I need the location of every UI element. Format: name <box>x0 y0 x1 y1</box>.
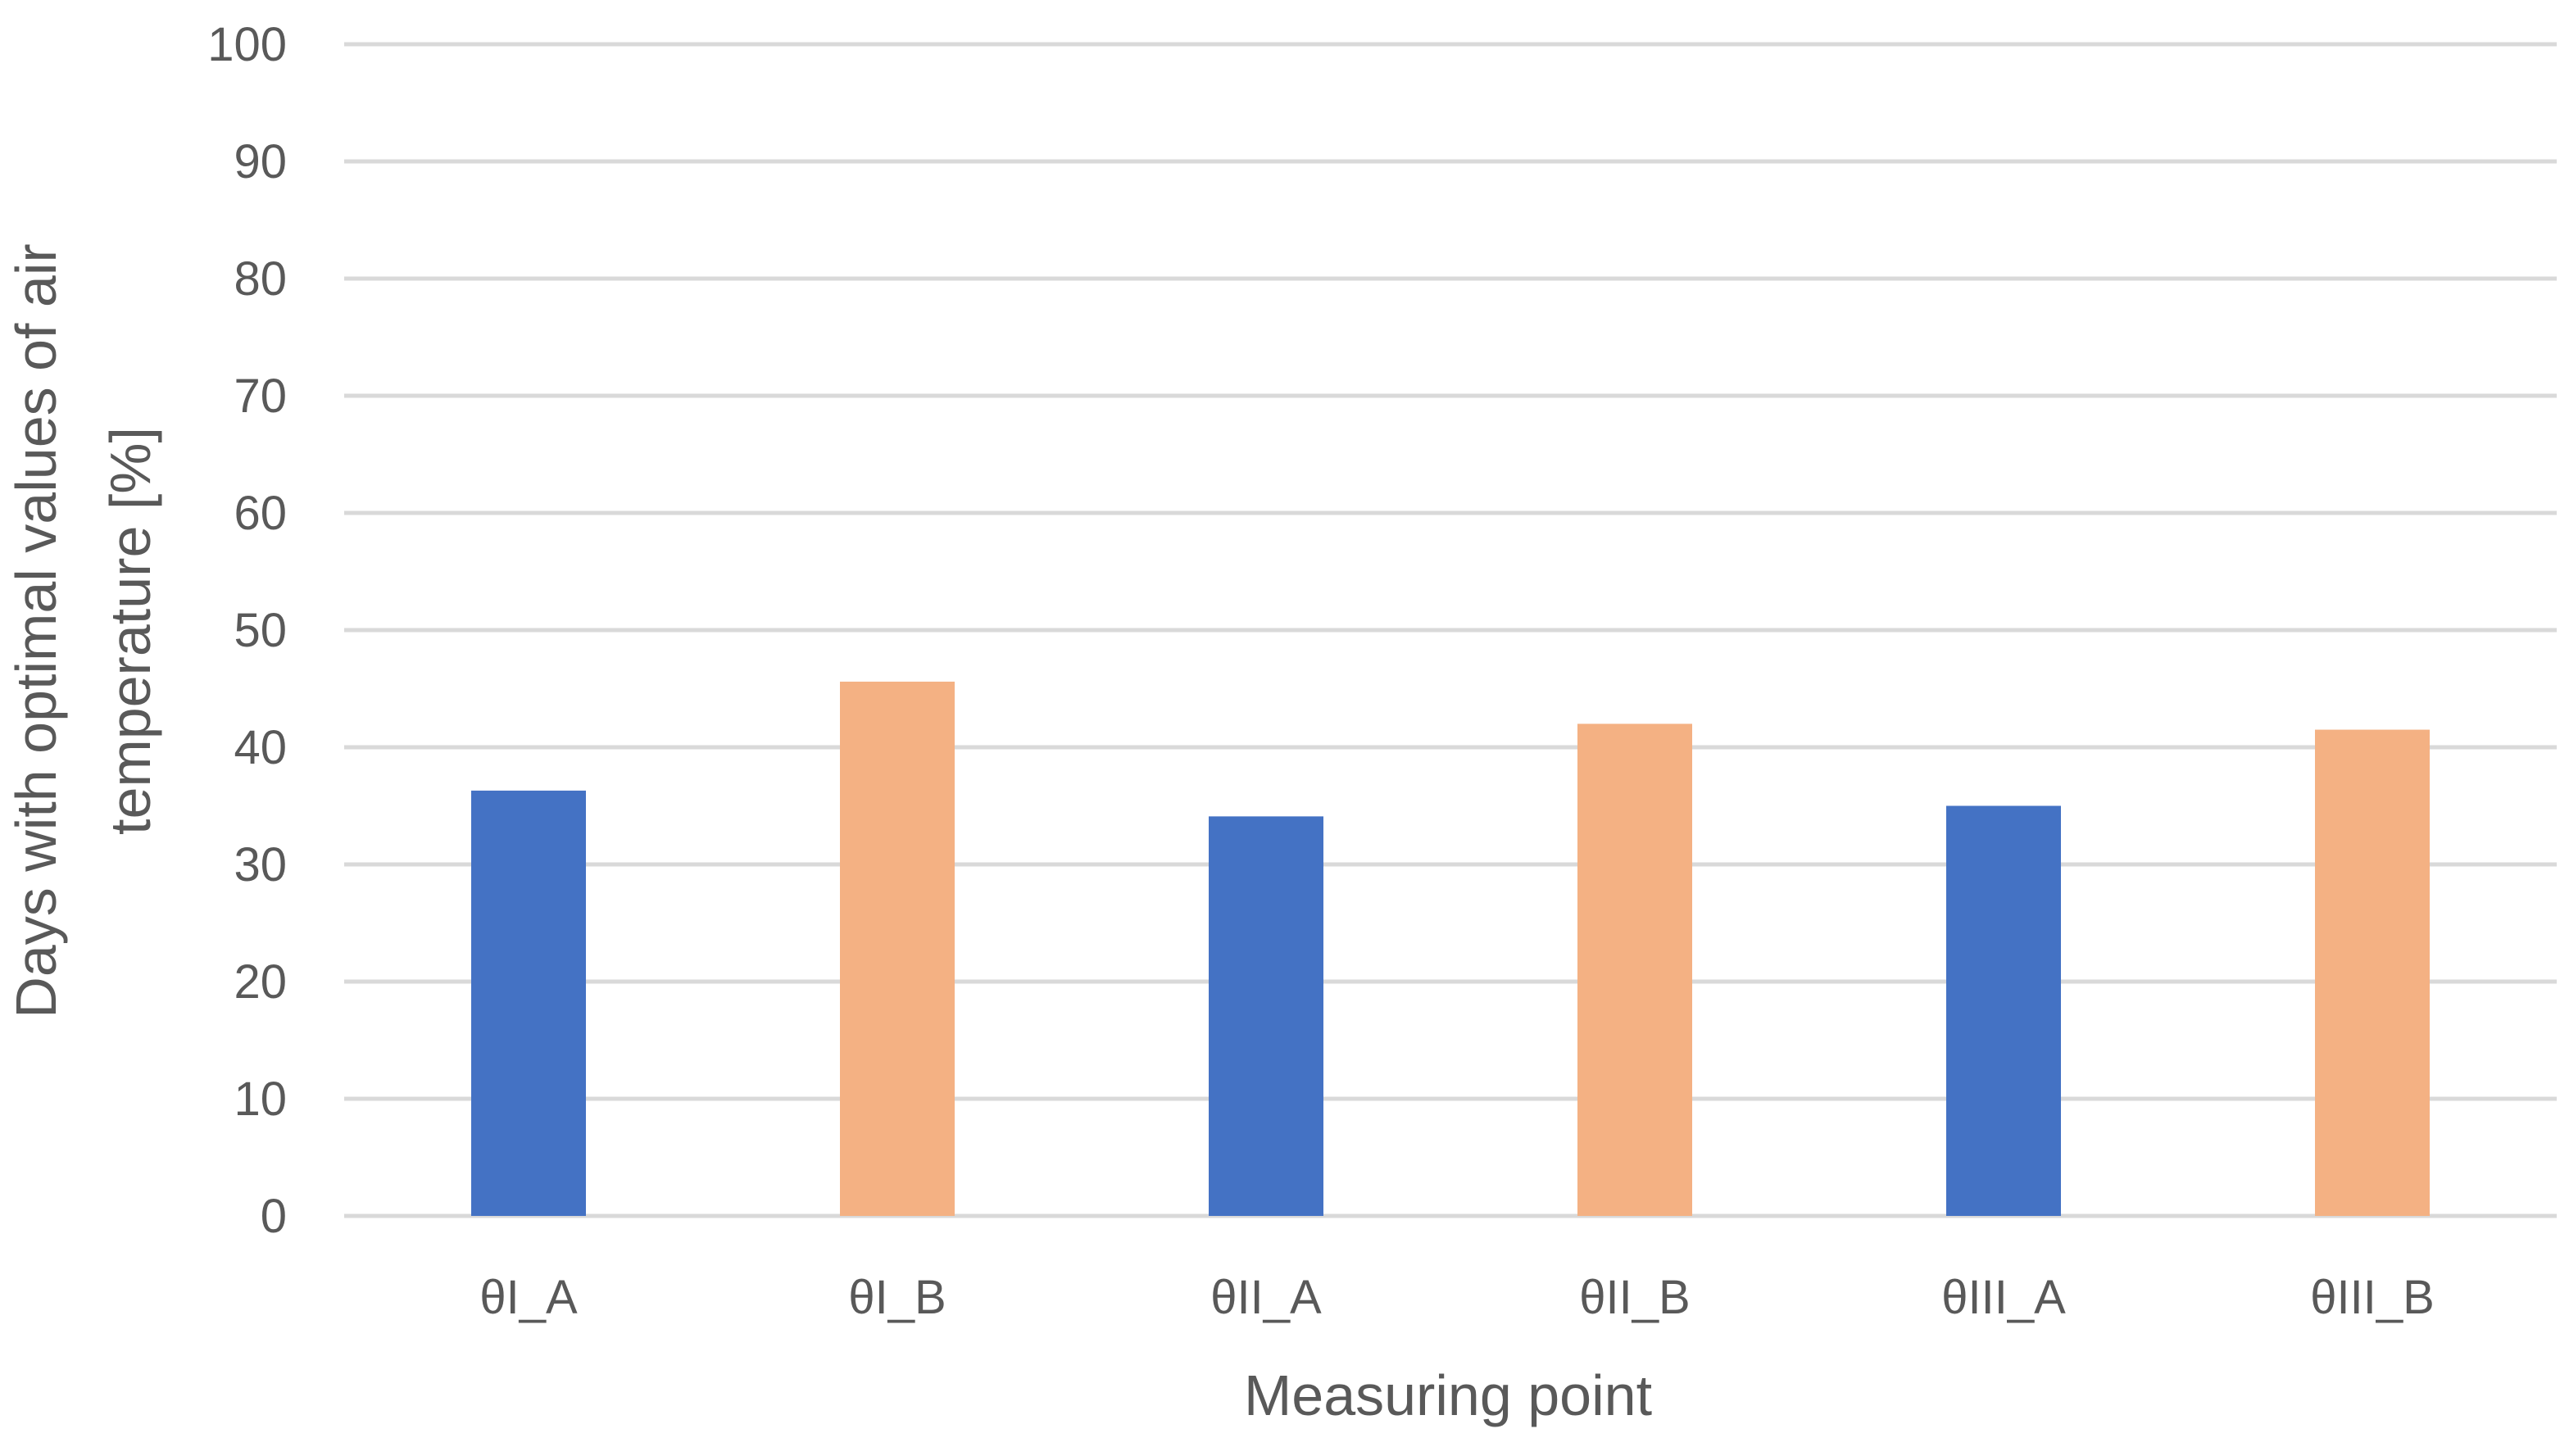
y-tick-label: 100 <box>207 18 287 71</box>
y-axis-tick-labels: 0 10 20 30 40 50 60 70 80 90 100 <box>207 18 287 1243</box>
y-tick-label: 50 <box>234 604 287 657</box>
x-axis-tick-labels: θI_A θI_B θII_A θII_B θIII_A θIII_B <box>479 1271 2434 1324</box>
y-axis-title-line-1: Days with optimal values of air <box>4 243 68 1018</box>
y-axis-title: Days with optimal values of air temperat… <box>4 243 162 1018</box>
gridlines <box>344 42 2557 1218</box>
x-tick-label: θIII_B <box>2310 1271 2435 1324</box>
x-tick-label: θII_B <box>1579 1271 1690 1324</box>
y-axis-title-line-2: temperature [%] <box>98 427 162 835</box>
y-tick-label: 80 <box>234 252 287 306</box>
y-tick-label: 10 <box>234 1073 287 1126</box>
bar-4 <box>1946 805 2061 1216</box>
y-tick-label: 30 <box>234 838 287 891</box>
y-tick-label: 20 <box>234 955 287 1009</box>
x-tick-label: θII_A <box>1210 1271 1322 1324</box>
x-tick-label: θI_A <box>479 1271 578 1324</box>
y-tick-label: 60 <box>234 487 287 540</box>
y-tick-label: 70 <box>234 370 287 423</box>
x-tick-label: θI_B <box>848 1271 946 1324</box>
y-tick-label: 90 <box>234 135 287 188</box>
bar-3 <box>1577 723 1692 1216</box>
x-axis-title: Measuring point <box>1244 1363 1652 1427</box>
y-tick-label: 40 <box>234 721 287 774</box>
bar-1 <box>840 681 955 1216</box>
y-tick-label: 0 <box>261 1190 287 1243</box>
bars <box>471 681 2430 1216</box>
x-tick-label: θIII_A <box>1941 1271 2066 1324</box>
bar-5 <box>2315 729 2430 1216</box>
bar-0 <box>471 790 586 1216</box>
bar-2 <box>1209 816 1323 1216</box>
